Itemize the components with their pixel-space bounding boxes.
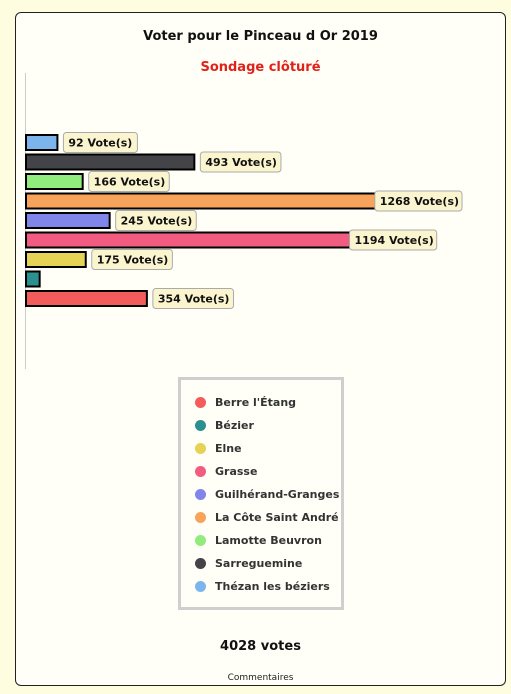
legend-label: Thézan les béziers: [215, 579, 330, 593]
bar-chart: 92 Vote(s) 493 Vote(s) 166 Vote(s) 1268 Vot…: [25, 132, 463, 309]
data-label-0: 92 Vote(s): [62, 132, 138, 153]
data-label-3: 1268 Vote(s): [374, 190, 463, 212]
svg-text:166 Vote(s): 166 Vote(s): [94, 176, 166, 189]
svg-text:493 Vote(s): 493 Vote(s): [205, 156, 277, 169]
legend-marker: [195, 580, 206, 592]
legend-item[interactable]: Elne: [195, 440, 242, 456]
legend-marker: [195, 465, 206, 477]
legend-marker: [195, 419, 206, 431]
legend-label: Grasse: [215, 464, 258, 478]
poll-panel: Voter pour le Pinceau d Or 2019 Sondage …: [15, 12, 506, 686]
poll-title: Voter pour le Pinceau d Or 2019: [143, 29, 378, 44]
legend-item[interactable]: Guilhérand-Granges: [195, 486, 339, 502]
poll-status: Sondage clôturé: [200, 60, 321, 75]
legend-marker: [195, 511, 206, 523]
legend-item[interactable]: Grasse: [195, 463, 257, 479]
legend-marker: [195, 442, 206, 454]
data-label-2: 166 Vote(s): [88, 171, 170, 192]
total-votes: 4028 votes: [220, 639, 301, 654]
legend-item[interactable]: Thézan les béziers: [195, 578, 330, 594]
comments-link[interactable]: Commentaires: [227, 673, 294, 683]
legend-label: Sarreguemine: [215, 556, 303, 570]
bar-1[interactable]: [25, 153, 196, 171]
svg-text:354 Vote(s): 354 Vote(s): [158, 293, 230, 306]
svg-text:175 Vote(s): 175 Vote(s): [97, 254, 169, 267]
legend-marker: [195, 534, 206, 546]
legend-item[interactable]: Lamotte Beuvron: [195, 532, 322, 548]
bar-4[interactable]: [25, 212, 111, 229]
svg-text:1194 Vote(s): 1194 Vote(s): [355, 234, 434, 247]
svg-text:92 Vote(s): 92 Vote(s): [68, 137, 132, 150]
bar-0[interactable]: [25, 134, 59, 151]
bar-8[interactable]: [25, 290, 148, 307]
legend-label: Elne: [215, 441, 242, 455]
data-label-5: 1194 Vote(s): [349, 229, 438, 251]
bar-7[interactable]: [25, 270, 41, 288]
legend-item[interactable]: Bézier: [195, 417, 254, 433]
legend-label: Lamotte Beuvron: [215, 533, 322, 547]
legend-item[interactable]: La Côte Saint André: [195, 509, 339, 525]
legend-label: Guilhérand-Granges: [215, 487, 340, 501]
legend-marker: [195, 396, 206, 408]
legend-item[interactable]: Sarreguemine: [195, 555, 302, 571]
legend-label: Bézier: [215, 418, 254, 432]
svg-text:245 Vote(s): 245 Vote(s): [121, 215, 193, 228]
svg-text:1268 Vote(s): 1268 Vote(s): [380, 195, 459, 208]
legend-marker: [195, 557, 206, 569]
bar-6[interactable]: [25, 251, 87, 268]
legend-label: La Côte Saint André: [215, 510, 339, 524]
data-label-6: 175 Vote(s): [91, 249, 173, 270]
legend-label: Berre l'Étang: [215, 395, 297, 409]
bar-2[interactable]: [25, 173, 84, 190]
data-label-1: 493 Vote(s): [199, 151, 282, 173]
legend-item[interactable]: Berre l'Étang: [195, 394, 296, 410]
data-label-4: 245 Vote(s): [115, 210, 197, 231]
chart-legend: Berre l'Étang Bézier Elne Grasse Guilhérand-…: [178, 377, 344, 610]
legend-marker: [195, 488, 206, 500]
data-label-8: 354 Vote(s): [152, 288, 234, 309]
